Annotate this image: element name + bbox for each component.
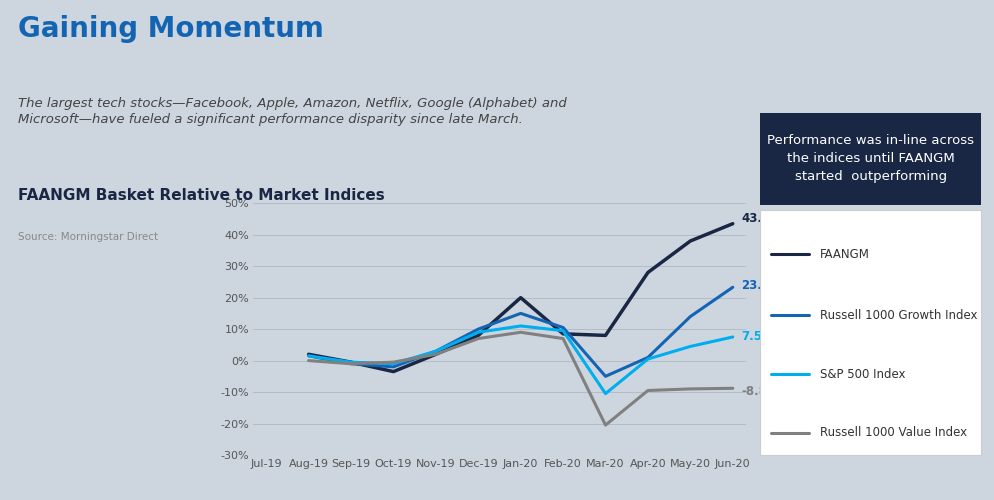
Text: Gaining Momentum: Gaining Momentum <box>18 15 324 43</box>
Text: FAANGM Basket Relative to Market Indices: FAANGM Basket Relative to Market Indices <box>18 188 385 202</box>
Text: S&P 500 Index: S&P 500 Index <box>820 368 906 380</box>
Text: 43.5%: 43.5% <box>742 212 782 226</box>
Text: Russell 1000 Growth Index: Russell 1000 Growth Index <box>820 309 977 322</box>
Text: Source: Morningstar Direct: Source: Morningstar Direct <box>18 232 158 242</box>
Text: 23.3%: 23.3% <box>742 279 782 292</box>
Text: Russell 1000 Value Index: Russell 1000 Value Index <box>820 426 967 440</box>
Text: FAANGM: FAANGM <box>820 248 870 260</box>
Text: 7.5%: 7.5% <box>742 330 774 344</box>
Text: -8.8%: -8.8% <box>742 385 779 398</box>
Text: Performance was in-line across
the indices until FAANGM
started  outperforming: Performance was in-line across the indic… <box>767 134 974 183</box>
Text: The largest tech stocks—Facebook, Apple, Amazon, Netflix, Google (Alphabet) and
: The largest tech stocks—Facebook, Apple,… <box>18 98 567 126</box>
